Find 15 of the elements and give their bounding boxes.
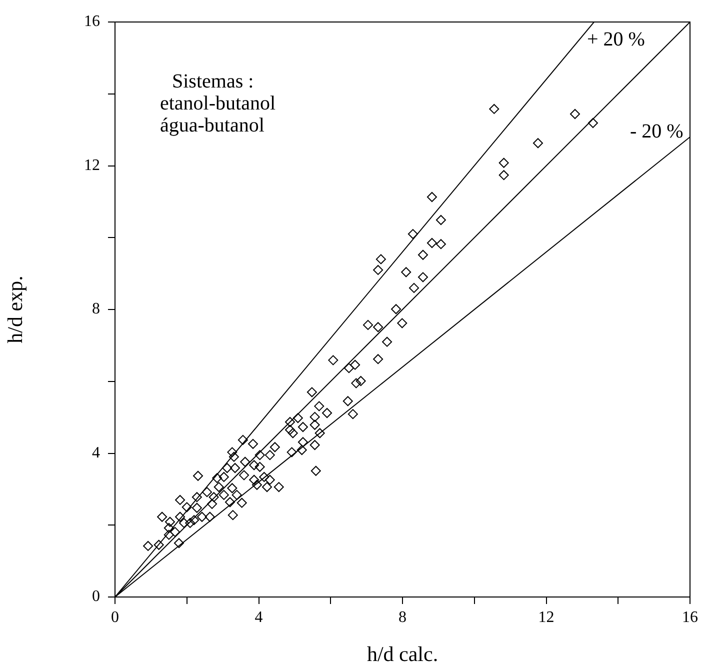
y-tick-label: 4 (92, 444, 100, 462)
annotation: + 20 % (587, 28, 645, 50)
x-tick-label: 16 (682, 608, 698, 626)
y-axis-title: h/d exp. (3, 276, 28, 344)
x-tick-label: 8 (398, 608, 406, 626)
x-tick-label: 0 (111, 608, 119, 626)
x-tick-label: 4 (254, 608, 263, 626)
y-tick-label: 12 (84, 156, 100, 174)
x-tick-label: 12 (538, 608, 554, 626)
annotation: - 20 % (630, 120, 684, 142)
y-tick-label: 8 (92, 300, 100, 318)
y-tick-label: 0 (92, 588, 100, 606)
x-axis-title: h/d calc. (366, 642, 438, 666)
annotation: Sistemas : etanol-butanol água-butanol (160, 70, 276, 136)
y-tick-label: 16 (84, 13, 100, 30)
